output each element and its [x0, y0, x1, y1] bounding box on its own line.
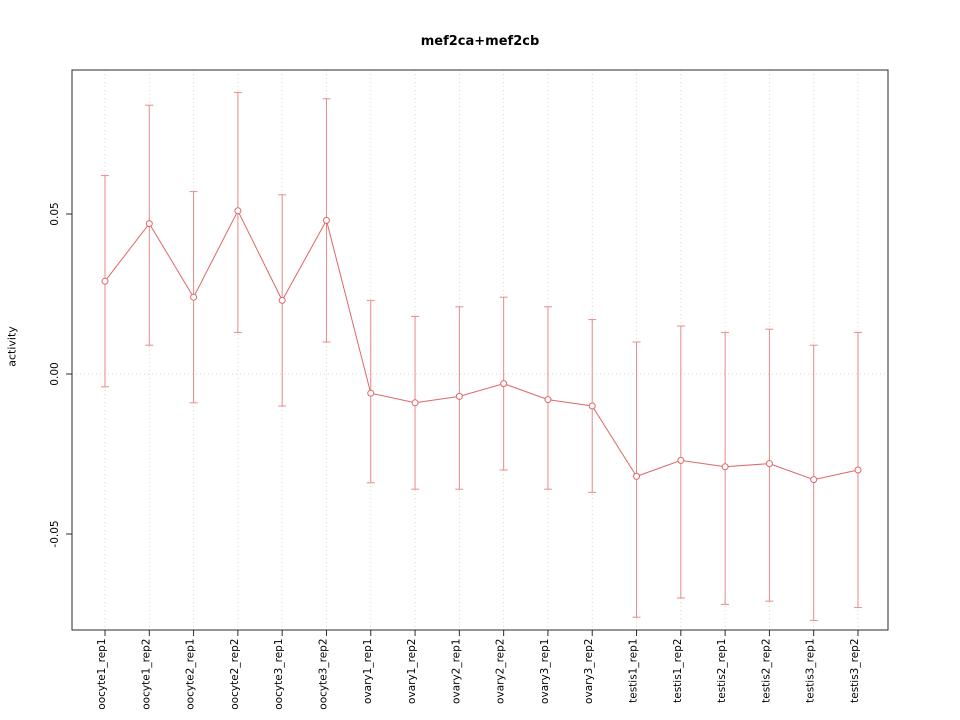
x-tick-label: ovary3_rep1	[539, 639, 551, 704]
x-tick-label: ovary2_rep2	[495, 639, 507, 704]
data-point	[721, 463, 729, 471]
data-point	[854, 466, 862, 474]
x-tick-label: testis3_rep1	[805, 639, 817, 703]
data-point	[101, 277, 109, 285]
data-point	[765, 460, 773, 468]
series-line	[104, 209, 859, 481]
x-tick-label: testis3_rep2	[849, 639, 861, 703]
x-tick-label: oocyte1_rep2	[140, 639, 152, 710]
x-tick-label: ovary1_rep2	[406, 639, 418, 704]
data-point	[145, 220, 153, 228]
data-point	[544, 396, 552, 404]
x-tick-label: oocyte2_rep2	[229, 639, 241, 710]
data-point	[322, 216, 330, 224]
data-point	[500, 380, 508, 388]
data-point	[810, 476, 818, 484]
data-point	[411, 399, 419, 407]
data-point	[677, 456, 685, 464]
data-point	[367, 389, 375, 397]
x-tick-label: oocyte2_rep1	[185, 639, 197, 710]
data-point	[588, 402, 596, 410]
x-tick-label: testis2_rep2	[760, 639, 772, 703]
data-point	[455, 392, 463, 400]
data-point	[633, 472, 641, 480]
x-tick-label: oocyte1_rep1	[96, 639, 108, 710]
chart-title: mef2ca+mef2cb	[420, 34, 540, 49]
data-point	[278, 296, 286, 304]
y-tick-label: 0.05	[49, 202, 61, 225]
x-tick-label: testis1_rep2	[672, 639, 684, 703]
x-tick-label: ovary2_rep1	[450, 639, 462, 704]
data-point	[190, 293, 198, 301]
y-tick-label: -0.05	[49, 520, 61, 547]
x-tick-label: ovary1_rep1	[362, 639, 374, 704]
x-tick-label: oocyte3_rep2	[317, 639, 329, 710]
plot-border	[71, 69, 889, 631]
y-tick-label: 0.00	[49, 362, 61, 385]
x-tick-label: testis2_rep1	[716, 639, 728, 703]
x-tick-label: ovary3_rep2	[583, 639, 595, 704]
data-point	[234, 207, 242, 215]
x-tick-label: oocyte3_rep1	[273, 639, 285, 710]
x-tick-label: testis1_rep1	[628, 639, 640, 703]
